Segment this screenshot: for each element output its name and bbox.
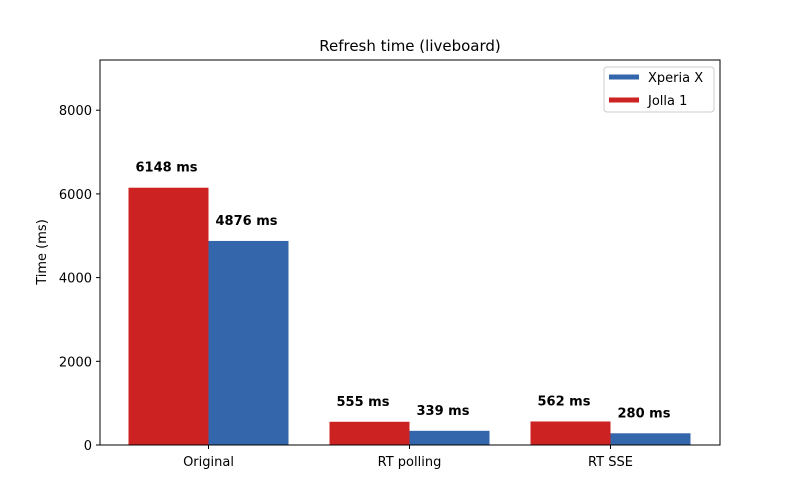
bar-xperia-x <box>208 240 289 445</box>
chart-title: Refresh time (liveboard) <box>319 37 501 55</box>
bar-labels-layer: 6148 ms 4876 ms 555 ms 339 ms 562 ms 280 ms <box>136 161 671 422</box>
y-tick-label: 2000 <box>59 355 92 370</box>
y-tick-label: 8000 <box>59 104 92 119</box>
bar-value-label: 4876 ms <box>216 214 278 229</box>
y-tick-label: 0 <box>84 439 92 454</box>
legend-label: Xperia X <box>648 71 703 86</box>
bar-xperia-x <box>610 433 691 445</box>
bar-value-label: 280 ms <box>618 406 671 421</box>
y-axis-label: Time (ms) <box>35 219 50 286</box>
y-axis: 0 2000 4000 6000 8000 <box>59 104 100 454</box>
legend: Xperia X Jolla 1 <box>603 66 715 113</box>
legend-entries: Xperia X Jolla 1 <box>609 71 703 109</box>
bar-xperia-x <box>409 430 490 445</box>
x-tick-label: RT polling <box>378 455 442 470</box>
bar-value-label: 555 ms <box>337 395 390 410</box>
bar-value-label: 339 ms <box>417 404 470 419</box>
y-tick-label: 6000 <box>59 188 92 203</box>
bar-jolla-1 <box>128 187 209 446</box>
x-tick-label: Original <box>183 455 234 470</box>
x-axis: Original RT polling RT SSE <box>183 445 633 470</box>
x-tick-label: RT SSE <box>588 455 633 470</box>
bar-value-label: 562 ms <box>538 394 591 409</box>
bars-layer <box>128 187 691 446</box>
bar-jolla-1 <box>530 421 611 445</box>
bar-jolla-1 <box>329 421 410 445</box>
bar-value-label: 6148 ms <box>136 161 198 176</box>
y-tick-label: 4000 <box>59 272 92 287</box>
legend-label: Jolla 1 <box>647 94 687 109</box>
